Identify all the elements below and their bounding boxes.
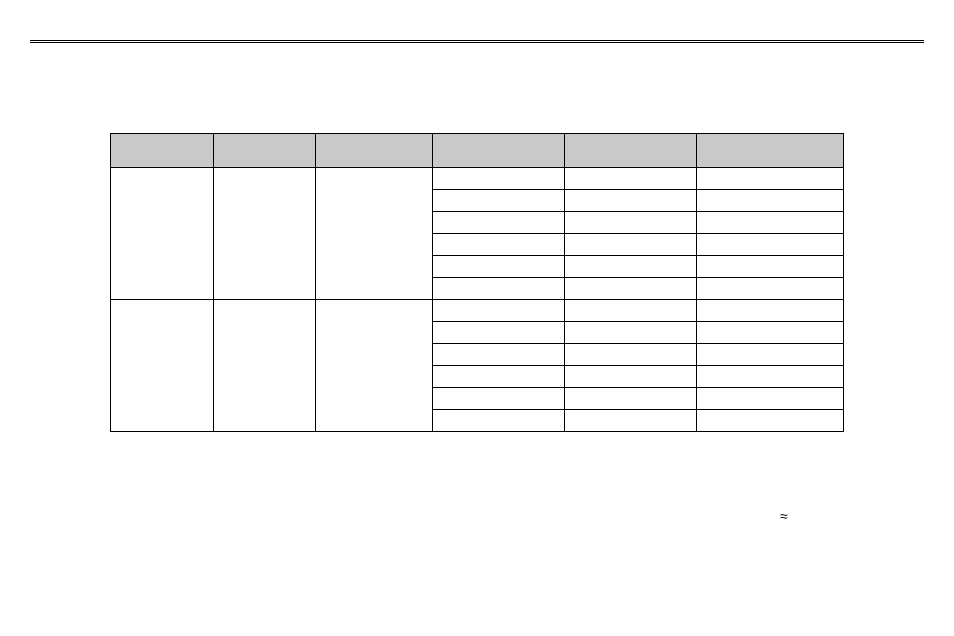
col-header-a — [111, 134, 214, 168]
cell-f — [697, 322, 844, 344]
cell-e — [565, 300, 697, 322]
cell-f — [697, 388, 844, 410]
table-body — [111, 168, 844, 432]
col-header-c — [316, 134, 433, 168]
cell-d — [433, 278, 565, 300]
cell-e — [565, 322, 697, 344]
cell-d — [433, 168, 565, 190]
cell-d — [433, 344, 565, 366]
table-row — [111, 168, 844, 190]
cell-group-b — [213, 168, 316, 300]
cell-f — [697, 344, 844, 366]
cell-f — [697, 190, 844, 212]
cell-f — [697, 278, 844, 300]
cell-d — [433, 212, 565, 234]
cell-d — [433, 256, 565, 278]
cell-group-a — [111, 168, 214, 300]
col-header-e — [565, 134, 697, 168]
cell-e — [565, 234, 697, 256]
cell-f — [697, 410, 844, 432]
cell-d — [433, 410, 565, 432]
col-header-f — [697, 134, 844, 168]
cell-f — [697, 212, 844, 234]
page — [0, 0, 954, 462]
cell-d — [433, 300, 565, 322]
cell-e — [565, 344, 697, 366]
cell-e — [565, 190, 697, 212]
cell-group-c — [316, 300, 433, 432]
cell-e — [565, 388, 697, 410]
data-table — [110, 133, 844, 432]
top-rule — [30, 40, 924, 43]
cell-d — [433, 190, 565, 212]
cell-f — [697, 168, 844, 190]
cell-d — [433, 322, 565, 344]
col-header-d — [433, 134, 565, 168]
cell-e — [565, 168, 697, 190]
cell-e — [565, 366, 697, 388]
cell-f — [697, 300, 844, 322]
data-table-container — [110, 133, 844, 432]
cell-e — [565, 212, 697, 234]
cell-e — [565, 256, 697, 278]
cell-group-a — [111, 300, 214, 432]
approx-symbol: ≈ — [780, 508, 788, 524]
cell-d — [433, 366, 565, 388]
cell-f — [697, 366, 844, 388]
cell-group-b — [213, 300, 316, 432]
cell-e — [565, 410, 697, 432]
cell-group-c — [316, 168, 433, 300]
cell-f — [697, 234, 844, 256]
cell-e — [565, 278, 697, 300]
cell-f — [697, 256, 844, 278]
table-header-row — [111, 134, 844, 168]
col-header-b — [213, 134, 316, 168]
cell-d — [433, 388, 565, 410]
cell-d — [433, 234, 565, 256]
table-row — [111, 300, 844, 322]
